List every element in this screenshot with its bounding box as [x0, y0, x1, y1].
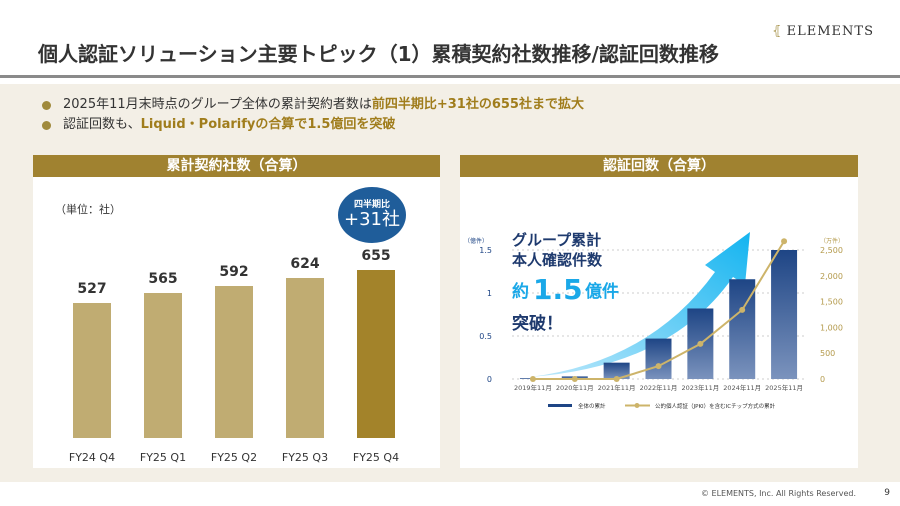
category-label: 2024年11月 — [723, 383, 761, 392]
category-label: 2020年11月 — [556, 383, 594, 392]
bar — [73, 302, 111, 438]
growth-arrow-icon — [530, 232, 750, 377]
logo-mark-icon: ⦃ — [772, 24, 783, 39]
annotation-number: 1.5 — [533, 273, 583, 306]
auth-card: 認証回数（合算） 0 0.5 1 1.5 0 500 1,000 1,500 2,000 2,50… — [460, 155, 858, 468]
category-label: FY25 Q3 — [281, 451, 329, 464]
data-label: 592 — [219, 264, 249, 281]
bullet-highlight: Liquid・Polarifyの合算で1.5億回を突破 — [140, 117, 396, 132]
bar — [357, 270, 395, 438]
left-tick-label: 1.5 — [479, 246, 492, 255]
data-label: 624 — [290, 255, 320, 272]
annotation-suffix: 億件 — [585, 281, 619, 302]
annotation-prefix: 約 — [512, 281, 529, 302]
bar — [603, 362, 630, 379]
category-label: FY25 Q4 — [352, 451, 400, 464]
line-point — [739, 306, 746, 313]
left-tick-label: 0 — [487, 375, 492, 384]
auth-chart: 0 0.5 1 1.5 0 500 1,000 1,500 2,000 2,500 （億件） （万件）… — [464, 231, 844, 410]
right-tick-label: 1,000 — [820, 323, 843, 332]
copyright: © ELEMENTS, Inc. All Rights Reserved. — [700, 489, 856, 498]
line-point — [697, 340, 704, 347]
annotation-line2: 本人確認件数 — [512, 251, 603, 269]
left-tick-label: 0.5 — [479, 332, 492, 341]
category-label: 2023年11月 — [681, 383, 719, 392]
bullet-item: 認証回数も、 Liquid・Polarifyの合算で1.5億回を突破 — [42, 115, 584, 135]
page-title: 個人認証ソリューション主要トピック（1）累積契約社数推移/認証回数推移 — [38, 42, 719, 66]
badge-label: 四半期比 — [353, 200, 390, 210]
bar — [144, 293, 182, 438]
bullet-text: 認証回数も、 — [63, 117, 141, 132]
bullet-highlight: 前四半期比+31社の655社まで拡大 — [371, 97, 584, 112]
category-label: FY25 Q2 — [210, 451, 258, 464]
line-point — [781, 238, 788, 245]
category-label: FY25 Q1 — [139, 451, 187, 464]
category-label: FY24 Q4 — [68, 451, 116, 464]
card-title: 認証回数（合算） — [460, 155, 858, 177]
right-tick-label: 1,500 — [820, 298, 843, 307]
right-tick-label: 500 — [820, 349, 835, 358]
left-tick-label: 1 — [487, 289, 492, 298]
line-point — [529, 376, 536, 382]
title-divider — [0, 75, 900, 78]
category-label: 2021年11月 — [598, 383, 636, 392]
bullet-dot-icon — [42, 100, 51, 110]
category-label: 2025年11月 — [765, 383, 803, 392]
legend-label: 全体の累計 — [578, 402, 606, 410]
bar — [215, 286, 253, 438]
line-point — [655, 363, 662, 370]
bullet-text: 2025年11月末時点のグループ全体の累計契約者数は — [63, 97, 372, 112]
summary-bullets: 2025年11月末時点のグループ全体の累計契約者数は 前四半期比+31社の655社… — [42, 95, 584, 135]
bar — [771, 250, 798, 379]
contracts-card: 累計契約社数（合算） （単位：社） 四半期比 +31社 527 FY24 Q4 56… — [33, 155, 440, 468]
category-label: 2019年11月 — [514, 383, 552, 392]
line-point — [571, 376, 578, 382]
elements-logo: ⦃ ELEMENTS — [772, 24, 874, 39]
unit-label: （単位：社） — [55, 203, 121, 216]
qoq-badge: 四半期比 +31社 — [338, 187, 406, 243]
legend-line-marker — [634, 403, 640, 408]
left-axis-unit: （億件） — [464, 237, 488, 245]
line-point — [613, 376, 620, 382]
annotation-line4: 突破！ — [512, 313, 563, 334]
bullet-item: 2025年11月末時点のグループ全体の累計契約者数は 前四半期比+31社の655社… — [42, 95, 584, 115]
legend-label: 公的個人認証（JPKI）を含むICチップ方式の累計 — [655, 402, 776, 410]
bullet-dot-icon — [42, 120, 51, 130]
right-tick-label: 0 — [820, 375, 825, 384]
legend-bar-swatch — [548, 404, 572, 407]
badge-value: +31社 — [344, 209, 400, 230]
card-title: 累計契約社数（合算） — [33, 155, 440, 177]
right-axis-unit: （万件） — [820, 237, 844, 245]
category-label: 2022年11月 — [640, 383, 678, 392]
bar — [286, 277, 324, 438]
data-label: 655 — [361, 248, 391, 264]
data-label: 527 — [77, 280, 107, 297]
data-label: 565 — [148, 271, 178, 288]
annotation-line1: グループ累計 — [512, 231, 601, 249]
right-tick-label: 2,000 — [820, 272, 843, 281]
bar — [645, 338, 672, 379]
right-tick-label: 2,500 — [820, 246, 843, 255]
page-number: 9 — [884, 488, 890, 498]
